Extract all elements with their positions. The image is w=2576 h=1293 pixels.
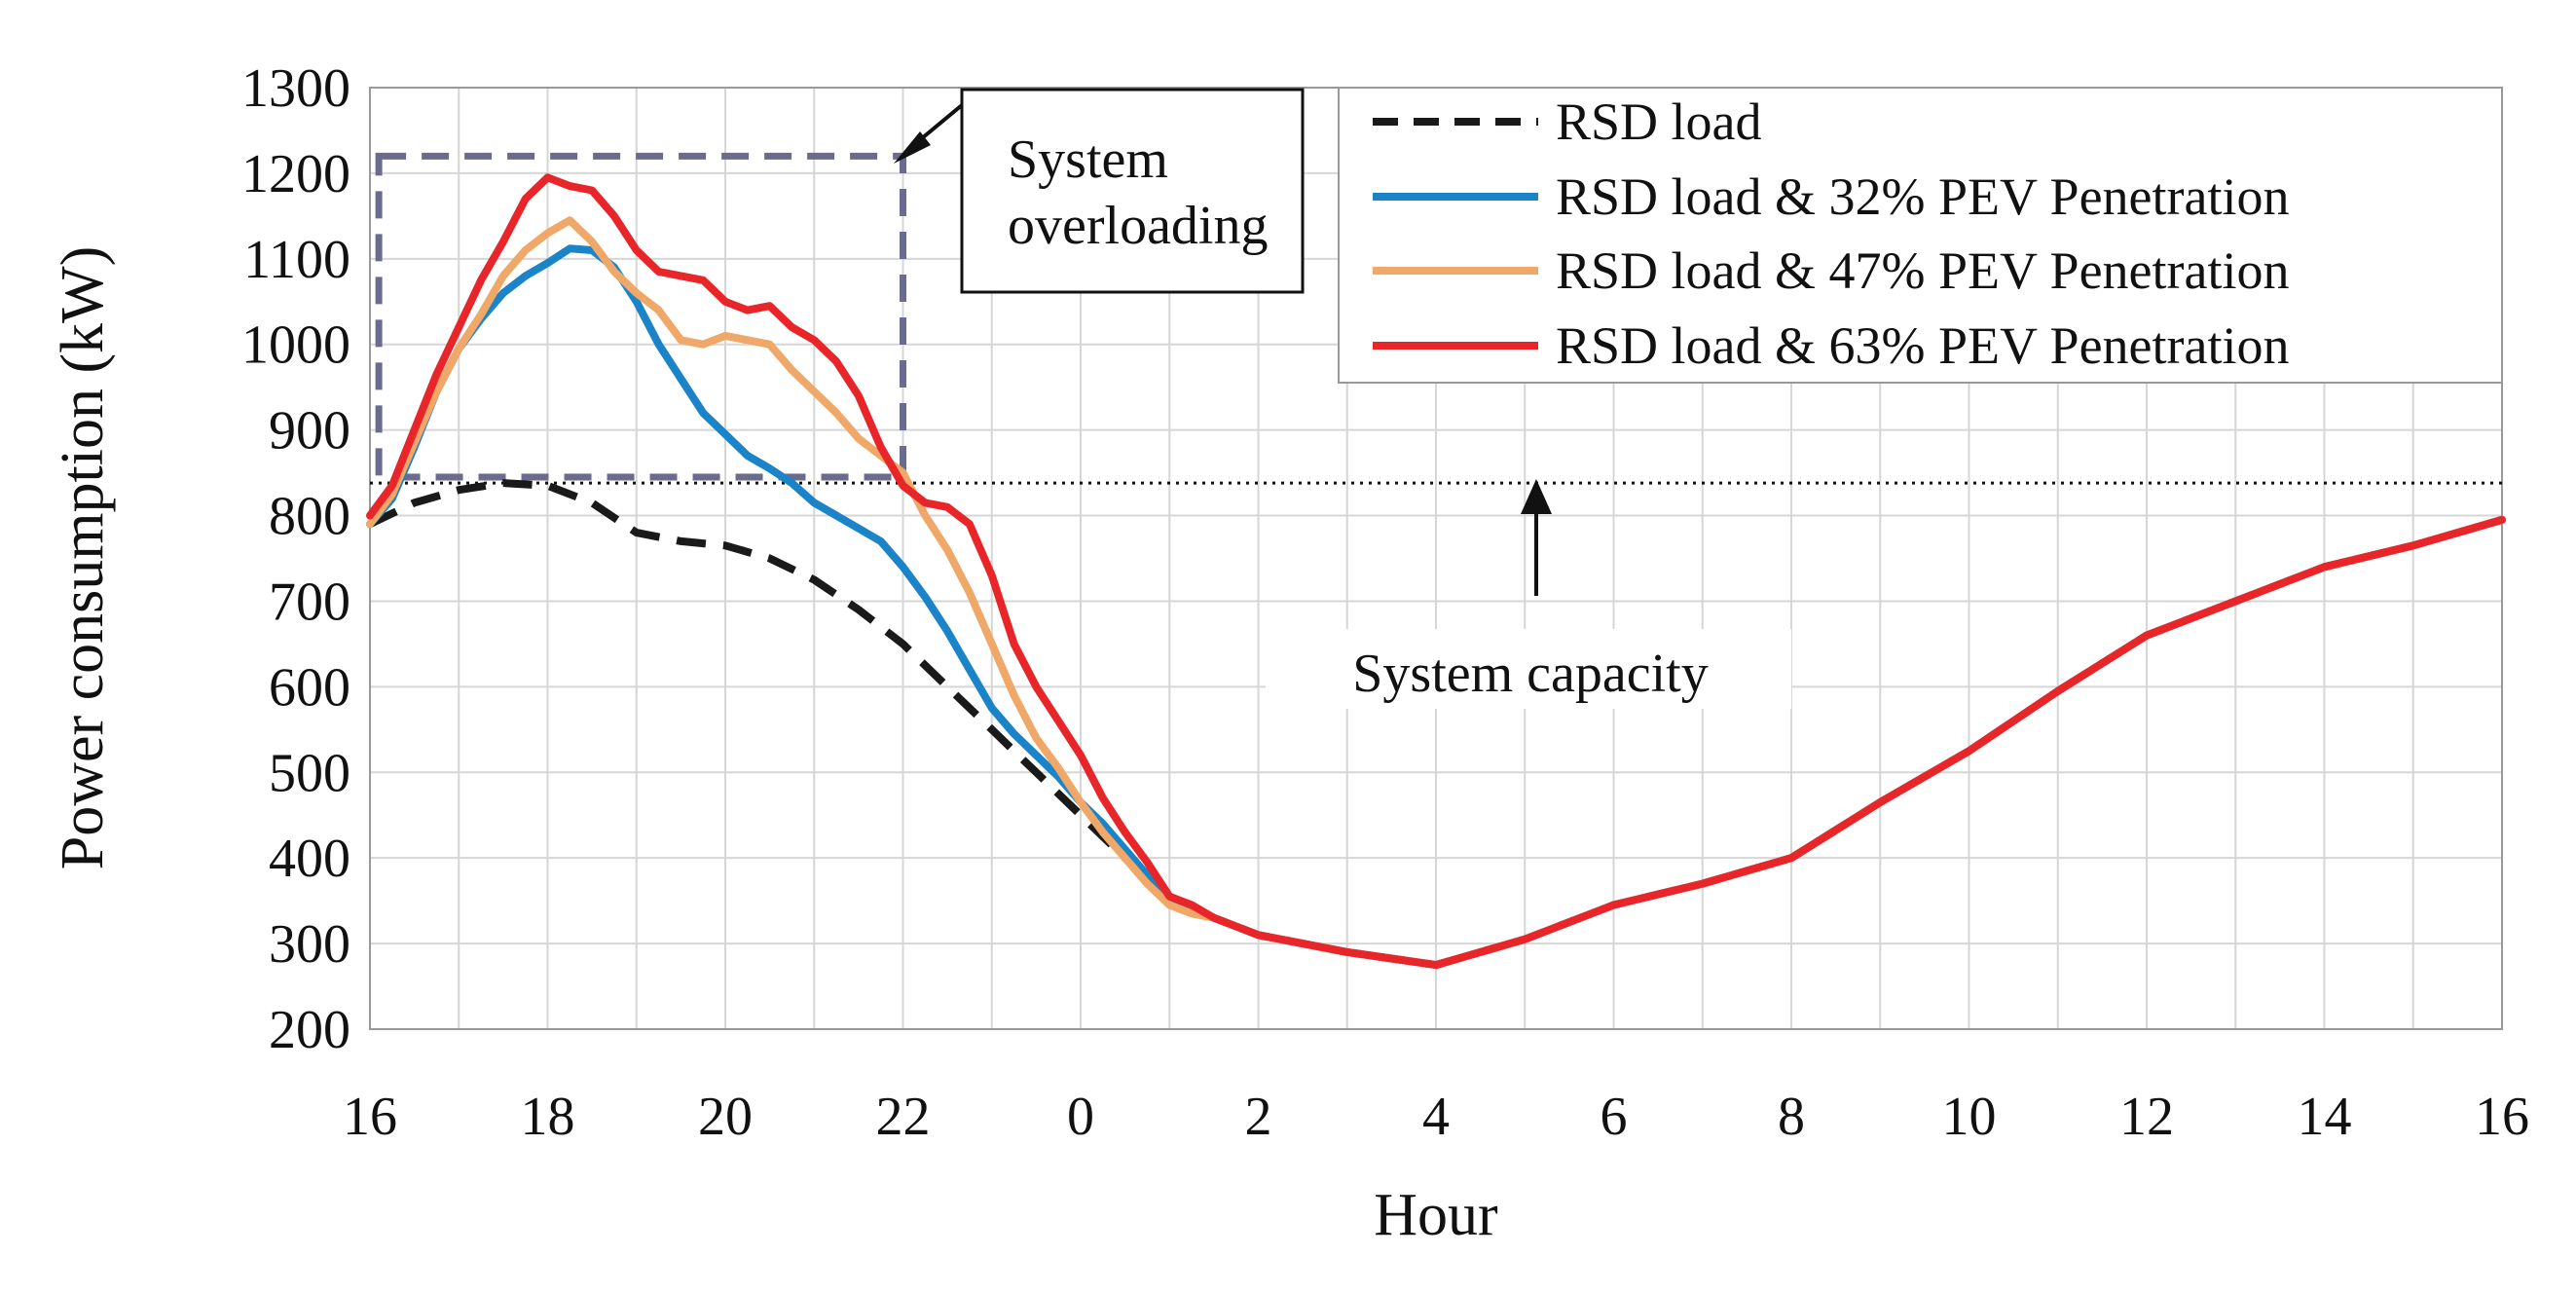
x-tick-label: 22 [876,1087,931,1147]
overload-label-line1: System [1008,129,1168,190]
y-tick-label: 1000 [241,315,350,376]
overload-label-line2: overloading [1008,196,1268,256]
x-tick-label: 4 [1422,1087,1450,1147]
y-tick-label: 200 [269,1000,350,1060]
y-tick-label: 600 [269,657,350,718]
y-tick-labels: 200 300 400 500 600 700 800 900 1000 1100 1200 1300 [241,58,350,1060]
legend-label-32-pev: RSD load & 32% PEV Penetration [1556,167,2289,226]
capacity-arrow-head [1521,479,1552,514]
capacity-label: System capacity [1352,644,1708,704]
x-tick-label: 10 [1942,1087,1997,1147]
y-tick-label: 300 [269,914,350,975]
overload-label-box [960,88,1305,294]
y-tick-label: 1200 [241,144,350,204]
x-tick-label: 2 [1245,1087,1272,1147]
x-tick-label: 16 [343,1087,397,1147]
x-tick-label: 18 [521,1087,575,1147]
x-tick-label: 12 [2119,1087,2174,1147]
overload-box [375,152,906,481]
y-tick-label: 900 [269,401,350,462]
x-axis-title: Hour [1374,1182,1498,1248]
x-tick-label: 6 [1601,1087,1628,1147]
x-tick-label: 20 [698,1087,753,1147]
x-tick-label: 16 [2475,1087,2529,1147]
series-line-3 [366,173,2506,970]
y-tick-label: 400 [269,829,350,889]
x-tick-label: 14 [2298,1087,2352,1147]
legend-label-47-pev: RSD load & 47% PEV Penetration [1556,241,2289,300]
y-tick-label: 800 [269,487,350,547]
y-tick-label: 700 [269,572,350,632]
x-tick-label: 0 [1067,1087,1094,1147]
capacity-label-bg [1266,629,1791,709]
y-axis-title: Power consumption (kW) [50,246,116,870]
legend-label-63-pev: RSD load & 63% PEV Penetration [1556,316,2289,375]
overload-arrow-head [894,131,931,164]
y-tick-label: 500 [269,743,350,803]
legend-box [1338,87,2503,384]
y-tick-label: 1300 [241,58,350,119]
x-tick-label: 8 [1778,1087,1805,1147]
legend: RSD load RSD load & 32% PEV Penetration … [1338,87,2503,384]
x-tick-labels: 16 18 20 22 0 2 4 6 8 10 12 14 16 [343,1087,2529,1147]
series-layer [366,173,2506,970]
legend-label-rsd-load: RSD load [1556,92,1762,151]
y-tick-label: 1100 [243,230,350,290]
